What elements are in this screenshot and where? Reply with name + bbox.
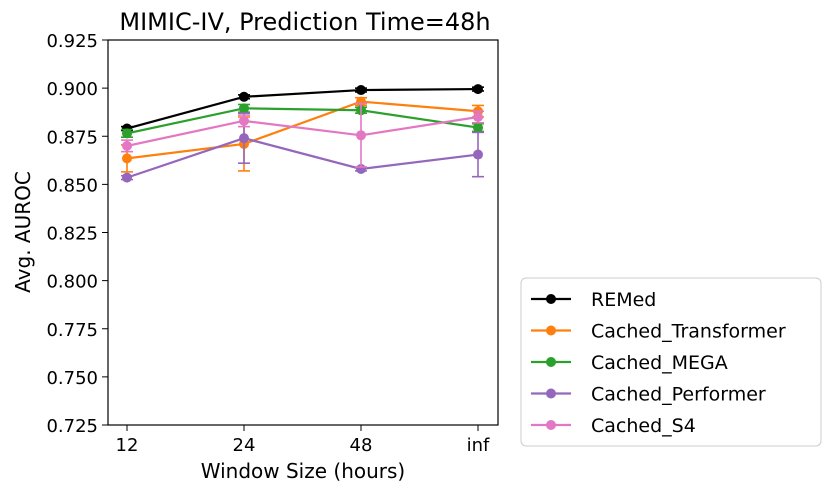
legend-item: Cached_MEGA xyxy=(531,352,728,374)
y-tick-label: 0.850 xyxy=(46,175,98,196)
legend-swatch-marker xyxy=(546,420,556,430)
y-tick-label: 0.800 xyxy=(46,272,98,293)
legend-item: Cached_Transformer xyxy=(531,321,786,343)
series-Cached_S4 xyxy=(121,102,484,168)
legend-item: REMed xyxy=(531,289,656,311)
data-point xyxy=(239,115,249,126)
y-tick-label: 0.900 xyxy=(46,79,98,100)
data-point xyxy=(239,103,249,114)
data-point xyxy=(473,84,483,95)
data-point xyxy=(473,112,483,122)
y-tick-label: 0.875 xyxy=(46,127,98,148)
data-point xyxy=(473,149,483,160)
legend-swatch-marker xyxy=(546,325,556,336)
y-axis-label: Avg. AUROC xyxy=(11,171,35,293)
series-line xyxy=(126,87,479,130)
data-point xyxy=(473,122,483,133)
data-point xyxy=(122,172,132,183)
legend-label: Cached_Transformer xyxy=(591,321,786,343)
legend-swatch-marker xyxy=(546,294,556,304)
legend-swatch-marker xyxy=(546,357,556,367)
legend-label: Cached_MEGA xyxy=(591,352,728,374)
y-tick-label: 0.750 xyxy=(46,368,98,389)
x-tick-label: 48 xyxy=(350,435,373,456)
legend-box xyxy=(520,277,822,447)
x-tick-label: 12 xyxy=(116,435,139,456)
data-point xyxy=(239,133,249,144)
plot-frame xyxy=(107,39,499,426)
legend-label: Cached_S4 xyxy=(591,415,696,437)
legend-item: Cached_Performer xyxy=(531,384,766,406)
data-point xyxy=(122,140,132,151)
legend: REMed Cached_Transformer Cached_MEGA Cached… xyxy=(520,277,822,447)
legend-label: REMed xyxy=(591,289,656,311)
data-point xyxy=(122,128,132,139)
legend-label: Cached_Performer xyxy=(591,384,766,406)
y-tick-label: 0.925 xyxy=(46,31,98,52)
y-tick-label: 0.775 xyxy=(46,320,98,341)
data-point xyxy=(356,130,366,141)
series-line xyxy=(126,100,479,160)
x-axis-label: Window Size (hours) xyxy=(201,459,405,483)
data-point xyxy=(239,91,249,102)
series-line xyxy=(126,107,479,135)
y-tick-label: 0.825 xyxy=(46,224,98,245)
y-tick-label: 0.725 xyxy=(46,416,98,437)
series-Cached_MEGA xyxy=(121,103,484,139)
data-point xyxy=(356,85,366,96)
chart-title: MIMIC-IV, Prediction Time=48h xyxy=(119,8,490,36)
legend-swatch-marker xyxy=(546,388,556,399)
x-tick-label: 24 xyxy=(233,435,256,456)
legend-item: Cached_S4 xyxy=(531,415,696,437)
plot-area: 0.725 0.750 0.775 0.800 0.825 0.850 0.875 0.900… xyxy=(46,31,499,456)
x-tick-label: inf xyxy=(467,435,490,456)
series-line xyxy=(126,137,479,179)
data-point xyxy=(122,153,132,164)
series-line xyxy=(126,115,479,147)
